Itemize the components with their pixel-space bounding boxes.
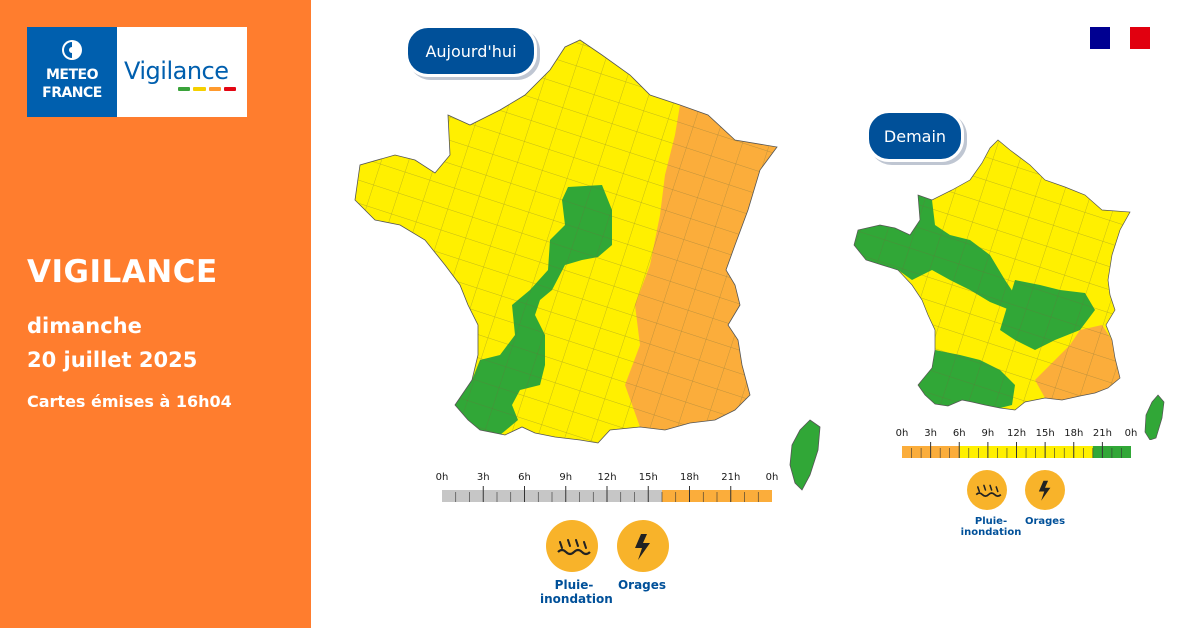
timeline-hour-label: 12h [1006, 428, 1027, 439]
date-label: 20 juillet 2025 [27, 348, 198, 372]
timeline-hour-label: 21h [1092, 428, 1112, 439]
tomorrow-rain-flood-icon[interactable] [967, 470, 1007, 510]
logo-line-2: FRANCE [42, 85, 102, 101]
vigilance-logo: METEO FRANCE Vigilance [27, 27, 247, 117]
timeline-hour-label: 12h [597, 472, 617, 483]
hazard-label-line: inondation [960, 527, 1022, 538]
meteo-france-emblem-icon [62, 40, 82, 60]
timeline-hour-label: 3h [476, 472, 490, 483]
timeline-hour-label: 15h [638, 472, 658, 483]
tomorrow-timeline-bar [902, 442, 1131, 458]
hazard-label-line: Orages [1024, 516, 1066, 527]
timeline-hour-label: 0h [435, 472, 449, 483]
rain-flood-icon [975, 484, 1002, 497]
today-vigilance-map[interactable] [340, 35, 830, 505]
republique-francaise-flag-icon [1090, 27, 1150, 49]
timeline-hour-label: 18h [679, 472, 700, 483]
hazard-label-line: inondation [540, 592, 613, 606]
timeline-hour-label: 0h [895, 428, 909, 439]
tomorrow-hazard-label-storm: Orages [1020, 516, 1070, 527]
today-hazard-label-rain: Pluie- inondation [540, 578, 613, 606]
page-title: VIGILANCE [27, 254, 218, 290]
timeline-hour-label: 3h [924, 428, 937, 439]
left-panel: METEO FRANCE Vigilance VIGILANCE dimanch… [0, 0, 311, 628]
day-label: dimanche [27, 314, 142, 338]
timeline-hour-label: 6h [952, 428, 966, 439]
timeline-hour-label: 9h [981, 428, 995, 439]
timeline-hour-label: 18h [1064, 428, 1084, 439]
today-label: Aujourd'hui [425, 41, 517, 61]
timeline-hour-label: 0h [765, 472, 779, 483]
today-hazard-label-storm: Orages [612, 578, 672, 592]
thunderstorm-icon [635, 534, 650, 560]
today-timeline-bar [442, 486, 772, 502]
hazard-label-line: Orages [617, 578, 667, 592]
hazard-label-line: Pluie- [974, 516, 1008, 527]
tomorrow-vigilance-map[interactable] [840, 40, 1180, 440]
timeline-hour-label: 0h [1124, 428, 1138, 439]
logo-color-bars [178, 87, 236, 91]
logo-word: Vigilance [124, 57, 229, 85]
timeline-hour-label: 15h [1035, 428, 1055, 439]
tomorrow-label: Demain [883, 126, 947, 146]
tomorrow-thunderstorm-icon[interactable] [1025, 470, 1065, 510]
logo-line-1: METEO [45, 67, 99, 83]
today-rain-flood-icon[interactable] [546, 520, 598, 572]
hazard-label-line: Pluie- [554, 578, 594, 592]
tomorrow-timeline: 0h 3h 6h 9h 12h 15h 18h 21h 0h [896, 428, 1137, 464]
rain-flood-icon [557, 539, 591, 556]
timeline-hour-label: 21h [721, 472, 741, 483]
tomorrow-hazard-label-rain: Pluie- inondation [957, 516, 1025, 538]
timeline-hour-label: 9h [559, 472, 573, 483]
today-thunderstorm-icon[interactable] [617, 520, 669, 572]
thunderstorm-icon [1038, 480, 1051, 501]
today-timeline: 0h 3h 6h 9h 12h 15h 18h 21h 0h [436, 472, 778, 512]
today-label-pill: Aujourd'hui [405, 25, 537, 77]
timeline-hour-label: 6h [518, 472, 531, 483]
tomorrow-label-pill: Demain [866, 110, 964, 162]
issued-time-label: Cartes émises à 16h04 [27, 392, 232, 411]
meteo-france-logo: METEO FRANCE [27, 27, 117, 117]
